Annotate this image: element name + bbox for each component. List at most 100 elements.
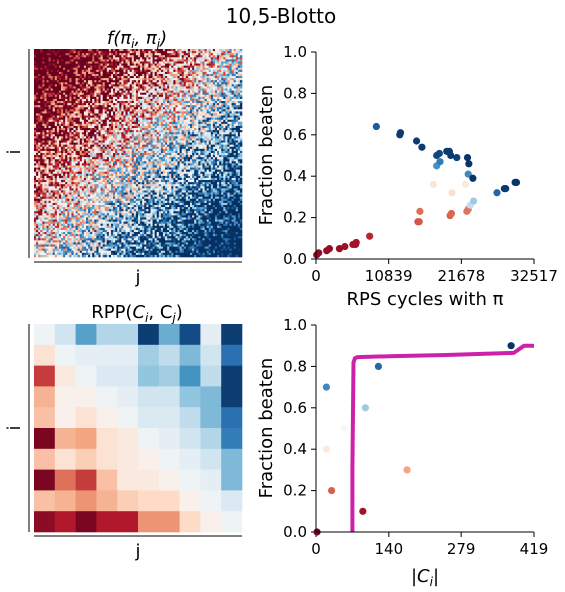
- heatmap-f-cell: [231, 78, 234, 81]
- heatmap-f-cell: [69, 136, 72, 139]
- heatmap-f-cell: [54, 78, 58, 81]
- heatmap-f-cell: [192, 111, 195, 114]
- heatmap-f-cell: [98, 148, 101, 152]
- heatmap-f-cell: [125, 130, 128, 133]
- heatmap-f-cell: [113, 113, 116, 116]
- heatmap-f-cell: [104, 94, 108, 98]
- heatmap-f-cell: [46, 84, 49, 87]
- heatmap-f-cell: [40, 117, 43, 121]
- heatmap-f-cell: [173, 63, 176, 66]
- heatmap-f-cell: [54, 146, 58, 150]
- heatmap-f-cell: [162, 55, 166, 58]
- heatmap-f-cell: [221, 71, 224, 75]
- heatmap-f-cell: [73, 150, 76, 154]
- heatmap-f-cell: [100, 119, 103, 123]
- heatmap-f-cell: [154, 53, 158, 56]
- heatmap-f-cell: [121, 59, 124, 62]
- heatmap-f-cell: [192, 130, 195, 133]
- heatmap-f-cell: [221, 125, 224, 129]
- heatmap-f-cell: [48, 148, 51, 152]
- heatmap-f-cell: [223, 144, 226, 148]
- heatmap-f-cell: [71, 90, 74, 93]
- heatmap-f-cell: [231, 76, 234, 79]
- heatmap-f-cell: [154, 121, 158, 125]
- heatmap-f-cell: [237, 84, 241, 87]
- heatmap-f-cell: [158, 101, 162, 104]
- heatmap-f-cell: [210, 67, 214, 71]
- heatmap-f-cell: [119, 82, 122, 85]
- heatmap-f-cell: [233, 71, 237, 75]
- heatmap-f-cell: [196, 65, 199, 69]
- heatmap-f-cell: [214, 119, 218, 123]
- heatmap-f-cell: [127, 73, 130, 77]
- heatmap-f-cell: [142, 53, 145, 56]
- heatmap-f-cell: [237, 57, 241, 60]
- heatmap-f-cell: [206, 92, 210, 96]
- heatmap-f-cell: [92, 55, 95, 58]
- heatmap-f-cell: [219, 111, 222, 114]
- heatmap-f-cell: [148, 150, 151, 154]
- heatmap-f-cell: [90, 128, 93, 131]
- heatmap-f-cell: [121, 80, 124, 83]
- heatmap-f-cell: [175, 105, 178, 108]
- heatmap-f-cell: [123, 136, 126, 139]
- heatmap-f-cell: [110, 88, 114, 91]
- heatmap-f-cell: [117, 119, 120, 123]
- heatmap-f-cell: [88, 142, 91, 145]
- heatmap-f-cell: [173, 78, 176, 81]
- heatmap-f-cell: [235, 146, 239, 150]
- heatmap-f-cell: [177, 53, 180, 56]
- heatmap-f-cell: [148, 130, 151, 133]
- heatmap-f-cell: [56, 94, 60, 98]
- heatmap-f-cell: [129, 92, 133, 96]
- heatmap-f-cell: [65, 96, 68, 100]
- heatmap-f-cell: [202, 82, 205, 85]
- heatmap-f-cell: [34, 121, 37, 125]
- heatmap-f-cell: [173, 123, 176, 127]
- heatmap-f-cell: [160, 65, 164, 69]
- heatmap-f-cell: [104, 130, 108, 133]
- heatmap-f-cell: [58, 130, 62, 133]
- heatmap-f-cell: [214, 142, 218, 145]
- heatmap-f-cell: [46, 76, 49, 79]
- heatmap-f-cell: [104, 78, 108, 81]
- heatmap-f-cell: [239, 125, 243, 129]
- heatmap-f-cell: [58, 84, 62, 87]
- heatmap-f-cell: [52, 92, 56, 96]
- heatmap-f-cell: [52, 69, 56, 73]
- heatmap-f-cell: [67, 53, 70, 56]
- heatmap-f-cell: [200, 61, 203, 64]
- heatmap-f-cell: [69, 148, 72, 152]
- heatmap-f-cell: [96, 144, 99, 148]
- heatmap-f-cell: [140, 105, 143, 108]
- heatmap-f-cell: [140, 150, 143, 154]
- heatmap-f-cell: [221, 136, 224, 139]
- heatmap-f-cell: [198, 67, 201, 71]
- heatmap-f-cell: [154, 90, 158, 93]
- heatmap-f-cell: [225, 130, 228, 133]
- heatmap-f-cell: [94, 76, 97, 79]
- heatmap-f-cell: [198, 69, 201, 73]
- heatmap-f-cell: [237, 144, 241, 148]
- heatmap-f-cell: [86, 134, 89, 137]
- heatmap-f-cell: [50, 86, 54, 89]
- heatmap-f-cell: [154, 78, 158, 81]
- heatmap-f-cell: [200, 84, 203, 87]
- heatmap-f-cell: [42, 55, 45, 58]
- heatmap-f-cell: [202, 78, 205, 81]
- heatmap-f-cell: [235, 88, 239, 91]
- heatmap-f-cell: [135, 65, 139, 69]
- heatmap-f-cell: [175, 84, 178, 87]
- heatmap-f-cell: [83, 67, 87, 71]
- heatmap-f-cell: [104, 61, 108, 64]
- heatmap-f-cell: [156, 123, 160, 127]
- heatmap-f-cell: [73, 146, 76, 150]
- heatmap-f-cell: [152, 86, 155, 89]
- heatmap-f-cell: [175, 53, 178, 56]
- heatmap-f-cell: [165, 148, 168, 152]
- heatmap-f-cell: [123, 69, 126, 73]
- heatmap-f-cell: [65, 51, 68, 54]
- heatmap-f-cell: [46, 117, 49, 121]
- heatmap-f-cell: [167, 92, 170, 96]
- heatmap-f-cell: [108, 94, 112, 98]
